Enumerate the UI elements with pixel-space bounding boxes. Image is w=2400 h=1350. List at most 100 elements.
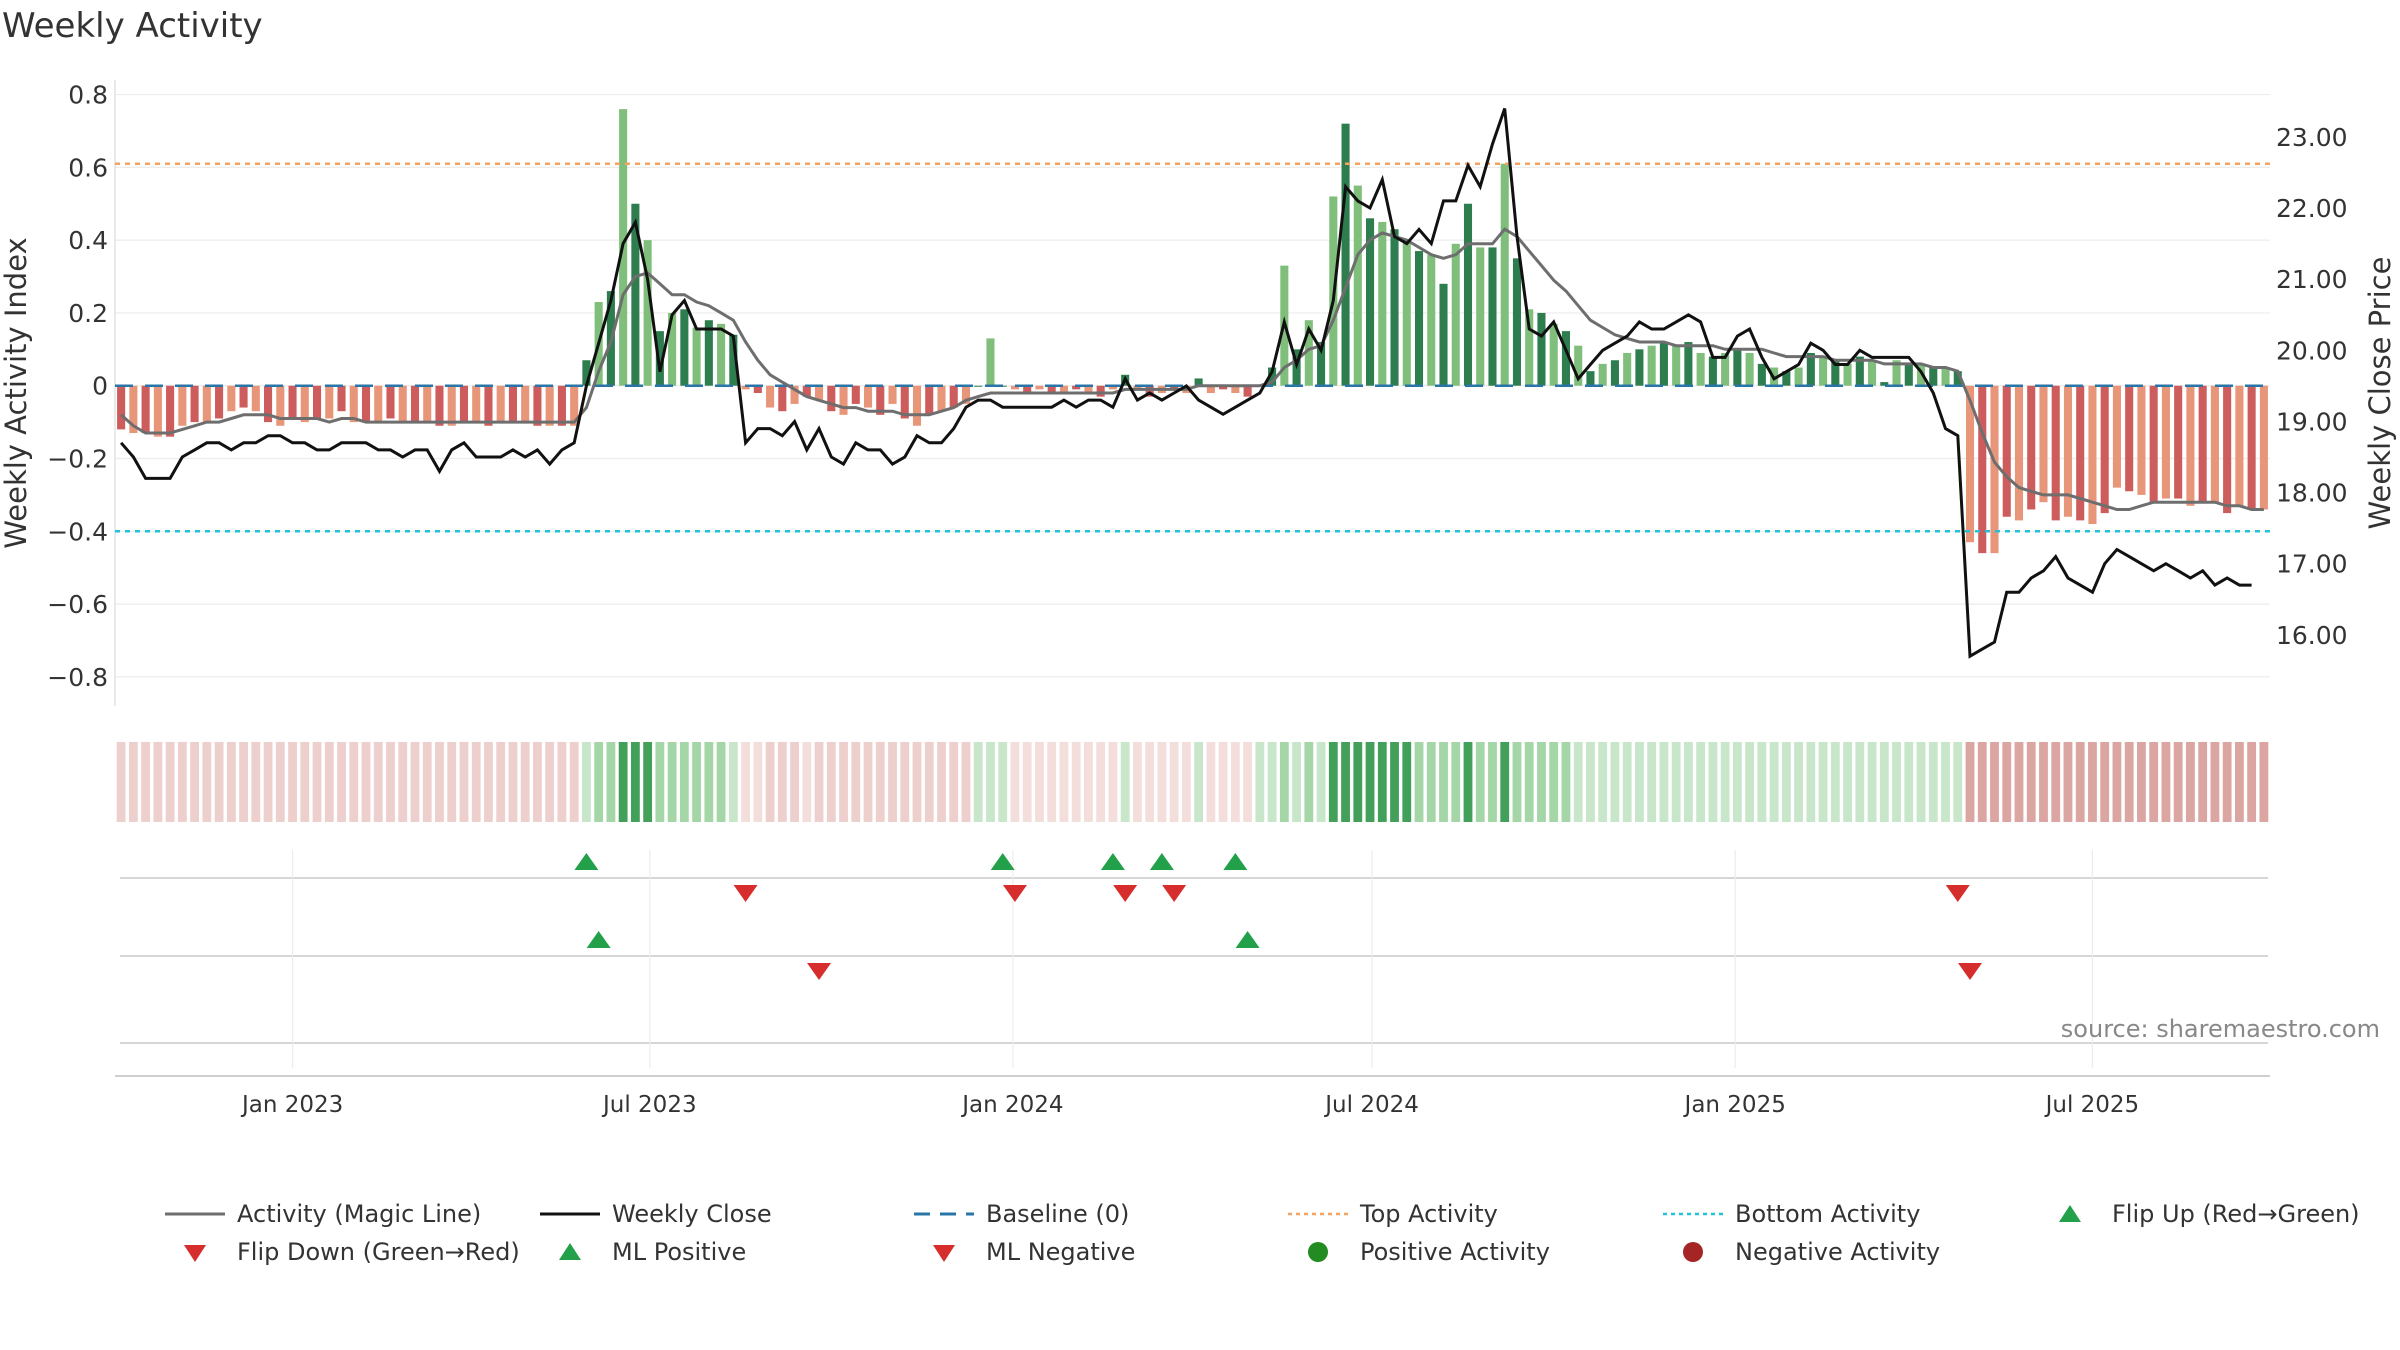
activity-strip-cell <box>1720 742 1730 822</box>
y2-tick-label: 19.00 <box>2276 407 2348 436</box>
activity-strip-cell <box>1977 742 1987 822</box>
activity-bar <box>1610 360 1619 386</box>
y2-tick-label: 22.00 <box>2276 194 2348 223</box>
y-tick-label: −0.6 <box>47 590 108 619</box>
activity-strip-cell <box>1500 742 1510 822</box>
activity-bar <box>1231 385 1240 393</box>
activity-bar <box>1635 349 1644 386</box>
activity-strip-cell <box>300 742 310 822</box>
y-tick-label: −0.8 <box>47 663 108 692</box>
activity-strip-cell <box>630 742 640 822</box>
activity-bar <box>2198 385 2207 503</box>
activity-bar <box>1096 385 1105 397</box>
activity-bar <box>1831 360 1840 386</box>
triangle-down-red-icon <box>165 1240 225 1264</box>
activity-bar <box>227 385 236 412</box>
activity-bar <box>949 385 958 408</box>
activity-strip-cell <box>569 742 579 822</box>
activity-strip-cell <box>2173 742 2183 822</box>
activity-strip-cell <box>324 742 334 822</box>
flip-down-marker <box>1002 885 1027 902</box>
activity-bar <box>374 385 383 423</box>
activity-strip-cell <box>263 742 273 822</box>
activity-strip-cell <box>1683 742 1693 822</box>
activity-strip-cell <box>777 742 787 822</box>
activity-bar <box>484 385 493 426</box>
activity-bar <box>129 385 138 434</box>
dotted-cyan-line-icon <box>1663 1202 1723 1226</box>
activity-bar <box>1084 385 1093 393</box>
activity-strip-cell <box>337 742 346 822</box>
activity-strip-cell <box>998 742 1008 822</box>
activity-strip-cell <box>1145 742 1155 822</box>
activity-strip-cell <box>1512 742 1522 822</box>
activity-bar <box>1304 320 1313 386</box>
activity-strip-cell <box>1451 742 1461 822</box>
activity-strip-cell <box>1169 742 1179 822</box>
activity-bar <box>1206 385 1215 393</box>
activity-strip-cell <box>802 742 812 822</box>
activity-bar <box>1794 367 1803 386</box>
activity-strip-cell <box>1965 742 1975 822</box>
activity-bar <box>2149 385 2158 503</box>
activity-strip-cell <box>1916 742 1926 822</box>
activity-bar <box>1390 229 1399 386</box>
activity-strip-cell <box>275 742 285 822</box>
activity-bar <box>2137 385 2146 495</box>
activity-bar <box>2088 385 2097 525</box>
activity-bar <box>337 385 346 412</box>
activity-bar <box>1929 367 1938 386</box>
legend-item-top-activity: Top Activity <box>1288 1200 1498 1228</box>
activity-strip-cell <box>1757 742 1767 822</box>
line-gray-icon <box>165 1202 225 1226</box>
activity-bar <box>815 385 824 401</box>
flip-up-marker <box>1100 853 1125 870</box>
activity-strip-cell <box>1708 742 1718 822</box>
circle-green-icon <box>1288 1240 1348 1264</box>
activity-bar <box>215 385 224 419</box>
activity-strip-cell <box>961 742 971 822</box>
activity-strip-cell <box>520 742 530 822</box>
activity-strip-cell <box>1537 742 1546 822</box>
flip-down-marker <box>1945 885 1970 902</box>
activity-bar <box>2247 385 2256 510</box>
activity-bar <box>2076 385 2085 521</box>
activity-strip-cell <box>1475 742 1485 822</box>
activity-bar <box>1219 385 1228 390</box>
activity-strip-cell <box>900 742 910 822</box>
activity-strip-cell <box>863 742 873 822</box>
activity-strip-cell <box>2075 742 2085 822</box>
activity-bar <box>912 385 922 426</box>
activity-strip-cell <box>1120 742 1130 822</box>
activity-bar <box>239 385 248 408</box>
activity-bar <box>1047 385 1056 393</box>
activity-strip-cell <box>2063 742 2073 822</box>
legend-item-flip-down: Flip Down (Green→Red) <box>165 1238 520 1266</box>
activity-strip-cell <box>557 742 567 822</box>
activity-strip-cell <box>655 742 665 822</box>
activity-strip-cell <box>128 742 138 822</box>
chart-title: Weekly Activity <box>2 6 263 46</box>
activity-bar <box>1855 356 1864 386</box>
activity-bar <box>1904 363 1913 386</box>
activity-bar <box>1806 352 1815 386</box>
activity-strip-cell <box>606 742 616 822</box>
activity-bar <box>1108 385 1117 390</box>
activity-bar <box>1953 371 1962 386</box>
activity-strip-cell <box>1022 742 1032 822</box>
activity-strip-cell <box>1806 742 1816 822</box>
chart-canvas: 0.8 0.6 0.4 0.2 0 −0.2 −0.4 −0.6 −0.8 23.00 22.00 2… <box>0 80 2397 1118</box>
activity-bar <box>827 385 836 412</box>
flip-down-marker <box>1162 885 1187 902</box>
activity-bar <box>1561 331 1570 386</box>
activity-bar <box>1696 352 1705 386</box>
activity-strip-cell <box>1353 742 1363 822</box>
legend-item-ml-positive: ML Positive <box>540 1238 746 1266</box>
activity-strip-cell <box>1096 742 1106 822</box>
activity-strip-cell <box>1671 742 1681 822</box>
activity-strip-cell <box>2210 742 2220 822</box>
activity-bar <box>398 385 407 423</box>
activity-bar <box>1586 371 1595 386</box>
y2-tick-label: 17.00 <box>2276 550 2348 579</box>
